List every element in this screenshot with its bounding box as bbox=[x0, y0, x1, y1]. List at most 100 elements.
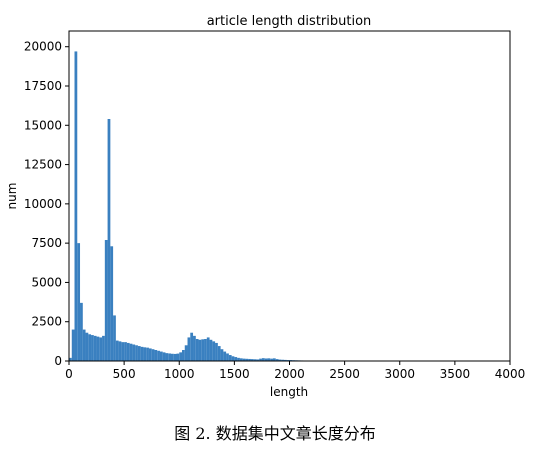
histogram-bar bbox=[212, 341, 216, 361]
histogram-bar bbox=[99, 337, 103, 361]
histogram-bar bbox=[126, 342, 130, 361]
histogram-bar bbox=[165, 353, 169, 361]
histogram-bar bbox=[245, 358, 249, 361]
histogram-bar bbox=[209, 339, 213, 361]
y-tick-label: 0 bbox=[54, 354, 62, 368]
histogram-bar bbox=[162, 352, 166, 361]
histogram-bar bbox=[121, 342, 125, 361]
histogram-bar bbox=[267, 358, 271, 361]
histogram-bar bbox=[278, 359, 282, 361]
histogram-bar bbox=[248, 358, 251, 361]
histogram-bar bbox=[237, 357, 240, 361]
y-tick-label: 10000 bbox=[24, 197, 62, 211]
histogram-bar bbox=[184, 345, 188, 361]
x-tick-label: 2500 bbox=[329, 367, 360, 381]
histogram-bar bbox=[250, 359, 254, 361]
histogram-bar bbox=[220, 349, 224, 361]
histogram-bar bbox=[179, 352, 183, 361]
histogram-bar bbox=[135, 345, 138, 361]
histogram-bar bbox=[140, 346, 144, 361]
histogram-bar bbox=[272, 358, 276, 361]
histogram-bar bbox=[231, 356, 235, 361]
histogram-bar bbox=[107, 119, 111, 361]
histogram-bar bbox=[190, 332, 194, 361]
histogram-bar bbox=[195, 339, 199, 361]
histogram-bar bbox=[187, 337, 191, 361]
y-tick-label: 17500 bbox=[24, 79, 62, 93]
histogram-bar bbox=[198, 339, 202, 361]
histogram-bar bbox=[242, 358, 246, 361]
histogram-bar bbox=[154, 350, 158, 361]
x-tick-label: 500 bbox=[113, 367, 136, 381]
x-tick-label: 4000 bbox=[495, 367, 526, 381]
x-axis-label: length bbox=[270, 385, 308, 399]
histogram-bar bbox=[283, 359, 287, 361]
histogram-bar bbox=[226, 353, 229, 361]
histogram-bar bbox=[168, 353, 171, 361]
histogram-bar bbox=[170, 353, 174, 361]
histogram-bar bbox=[176, 353, 180, 361]
histogram-bar bbox=[275, 359, 279, 361]
histogram-bar bbox=[124, 342, 127, 361]
histogram-bar bbox=[132, 344, 136, 361]
y-tick-label: 7500 bbox=[31, 236, 62, 250]
histogram-bar bbox=[204, 339, 207, 361]
histogram-bar bbox=[270, 358, 273, 361]
histogram-bar bbox=[74, 51, 78, 362]
histogram-bar bbox=[281, 359, 284, 361]
histogram-bar bbox=[82, 329, 86, 361]
x-tick-label: 0 bbox=[65, 367, 73, 381]
histogram-bar bbox=[113, 315, 116, 361]
histogram-bar bbox=[159, 351, 163, 361]
histogram-bar bbox=[206, 337, 210, 361]
histogram-bar bbox=[93, 335, 97, 361]
chart-title: article length distribution bbox=[207, 14, 372, 29]
x-tick-label: 2000 bbox=[274, 367, 305, 381]
histogram-bar bbox=[217, 346, 221, 361]
y-tick-label: 2500 bbox=[31, 315, 62, 329]
x-axis-ticks: 0 500 1000 1500 2000 2500 3000 3500 4000 bbox=[65, 361, 525, 381]
histogram-bar bbox=[201, 339, 205, 361]
histogram-bar bbox=[71, 329, 75, 361]
histogram-bar bbox=[234, 357, 238, 361]
histogram-bar bbox=[102, 335, 105, 361]
histogram-bar bbox=[157, 350, 160, 361]
histogram-bar bbox=[129, 343, 133, 361]
histogram-bar bbox=[151, 349, 155, 361]
histogram-bar bbox=[118, 341, 122, 361]
histogram-bar bbox=[104, 240, 108, 361]
x-tick-label: 1500 bbox=[219, 367, 250, 381]
histogram-bar bbox=[85, 332, 89, 361]
histogram-bar bbox=[110, 246, 114, 361]
histogram-bar bbox=[148, 348, 152, 361]
histogram-bar bbox=[228, 355, 232, 361]
histogram-bar bbox=[96, 336, 100, 361]
histogram-bar bbox=[88, 334, 92, 361]
histogram-bar bbox=[173, 353, 177, 361]
x-tick-label: 1000 bbox=[164, 367, 195, 381]
histogram-bar bbox=[69, 357, 72, 361]
histogram-bar bbox=[91, 335, 94, 361]
y-tick-label: 5000 bbox=[31, 275, 62, 289]
histogram-bar bbox=[80, 302, 83, 361]
histogram-bar bbox=[223, 351, 227, 361]
y-tick-label: 20000 bbox=[24, 40, 62, 54]
histogram-bar bbox=[253, 359, 257, 361]
histogram-bar bbox=[264, 358, 268, 361]
histogram-chart: article length distribution 0 500 1000 1500… bbox=[5, 14, 525, 399]
histogram-bar bbox=[239, 358, 243, 361]
histogram-bars bbox=[69, 51, 502, 362]
y-axis-label: num bbox=[5, 183, 19, 210]
histogram-bar bbox=[77, 243, 81, 361]
histogram-bar bbox=[115, 340, 119, 361]
histogram-bar bbox=[215, 342, 218, 361]
histogram-bar bbox=[259, 358, 262, 361]
figure-caption: 图 2. 数据集中文章长度分布 bbox=[174, 424, 376, 443]
y-axis-ticks: 0 2500 5000 7500 10000 12500 15000 17500 20000 bbox=[24, 40, 69, 368]
y-tick-label: 15000 bbox=[24, 118, 62, 132]
x-tick-label: 3500 bbox=[440, 367, 471, 381]
histogram-bar bbox=[143, 347, 147, 361]
histogram-bar bbox=[146, 347, 149, 361]
histogram-bar bbox=[193, 335, 196, 361]
histogram-bar bbox=[182, 350, 185, 361]
